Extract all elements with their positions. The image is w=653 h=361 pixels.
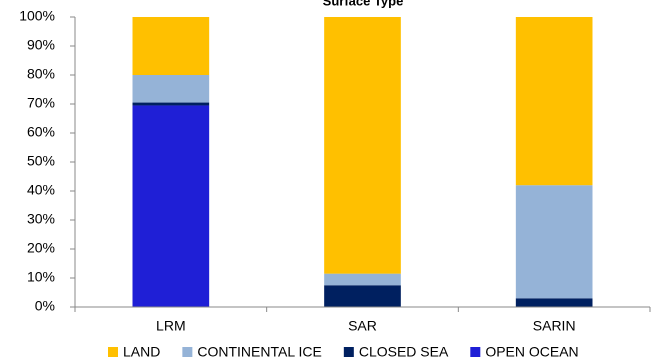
bar-segment [515,185,593,299]
chart-title: Surface Type [323,0,404,8]
legend-swatch [108,347,118,357]
x-tick-label: LRM [156,318,186,334]
bar-segment [515,17,593,186]
legend-swatch [470,347,481,357]
bar-segment [132,105,210,307]
bar-segment [324,17,401,274]
x-tick-label: SARIN [533,318,576,334]
legend-label: OPEN OCEAN [485,344,578,360]
y-tick-label: 90% [27,37,55,53]
bar-segment [324,285,401,307]
y-tick-label: 20% [27,240,55,256]
legend-label: CLOSED SEA [359,344,449,360]
legend-label: LAND [123,344,160,360]
y-tick-label: 60% [27,124,55,140]
legend-swatch [182,347,193,357]
y-tick-label: 10% [27,269,55,285]
y-tick-label: 30% [27,211,55,227]
y-tick-label: 100% [19,8,55,24]
legend-swatch [343,347,354,357]
bar-segment [132,102,210,106]
bar-segment [132,17,210,75]
bar-segment [515,298,593,307]
bar-segment [324,273,401,286]
legend-label: CONTINENTAL ICE [197,344,321,360]
y-tick-label: 50% [27,153,55,169]
y-tick-label: 40% [27,182,55,198]
x-tick-label: SAR [348,318,377,334]
y-tick-label: 0% [35,298,55,314]
y-tick-label: 80% [27,66,55,82]
y-tick-label: 70% [27,95,55,111]
bar-segment [132,75,210,103]
